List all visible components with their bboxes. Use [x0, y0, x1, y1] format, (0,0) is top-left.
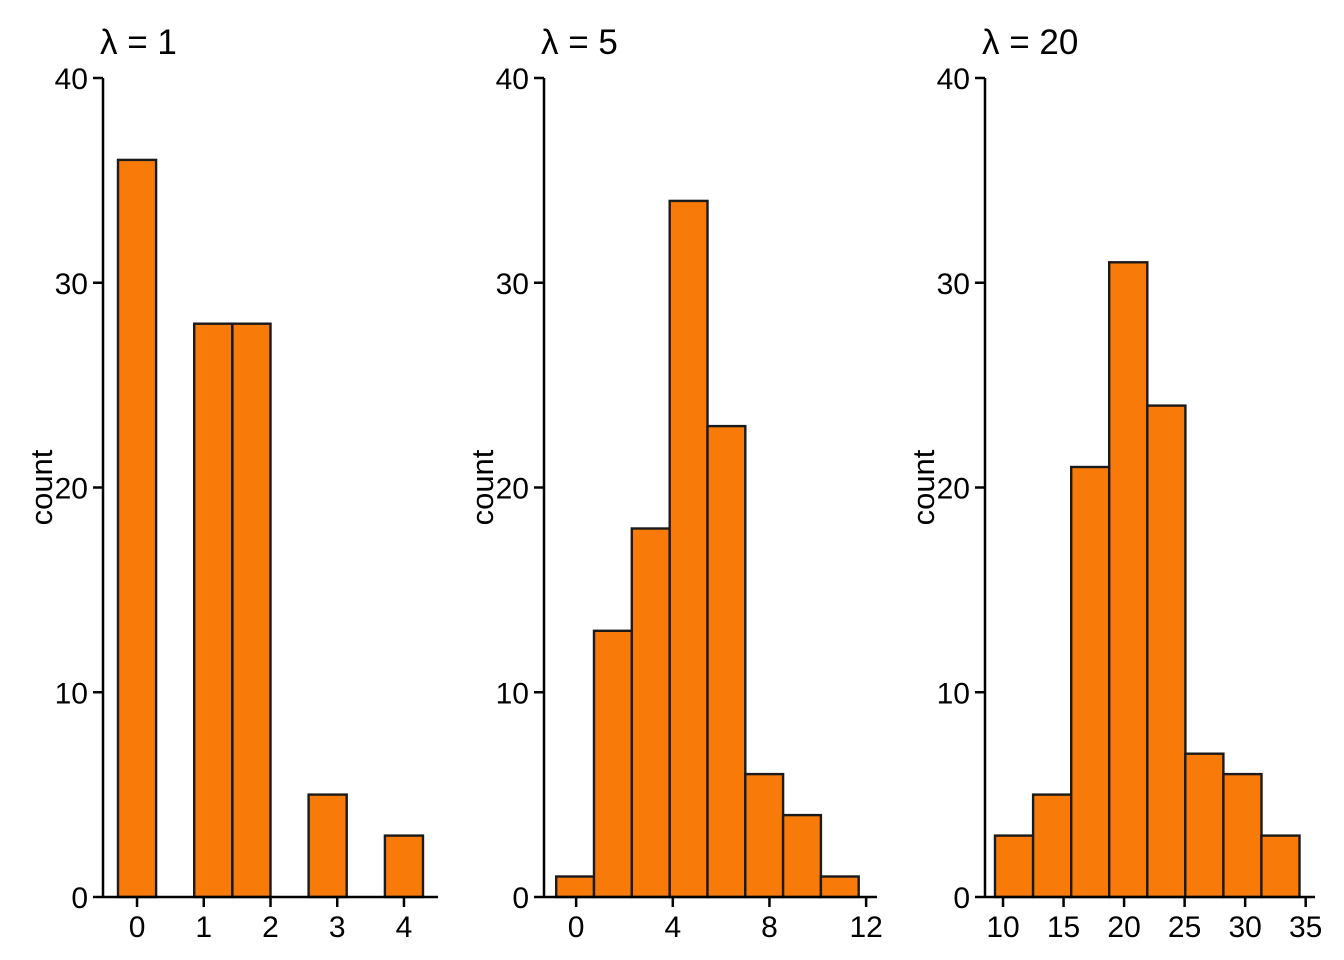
y-tick-label: 20: [937, 473, 970, 506]
histogram-bar: [1107, 261, 1149, 899]
x-tick-label: 0: [568, 911, 585, 944]
x-tick-label: 10: [986, 911, 1019, 944]
x-tick-label: 15: [1047, 911, 1080, 944]
histogram-bar: [706, 424, 747, 899]
y-tick-label: 40: [496, 63, 529, 96]
x-tick-label: 35: [1289, 911, 1322, 944]
y-tick-label: 20: [55, 473, 88, 506]
y-tick-label: 40: [55, 63, 88, 96]
histogram-bar: [1069, 465, 1111, 899]
y-tick-label: 10: [496, 677, 529, 710]
histogram-bar: [192, 322, 234, 899]
histogram-bar: [231, 322, 272, 899]
y-axis-title: count: [24, 449, 59, 525]
x-tick-label: 30: [1228, 911, 1261, 944]
x-tick-label: 2: [262, 911, 279, 944]
x-tick-label: 3: [329, 911, 346, 944]
x-tick-label: 1: [195, 911, 212, 944]
panel-title: λ = 20: [982, 23, 1078, 62]
histogram-bar: [383, 834, 425, 899]
y-tick-label: 0: [71, 882, 88, 915]
histogram-bar: [592, 629, 633, 899]
panel-title: λ = 1: [100, 23, 177, 62]
y-tick-label: 0: [953, 882, 970, 915]
histogram-bar: [744, 772, 785, 899]
x-tick-label: 25: [1168, 911, 1201, 944]
histogram-bar: [1031, 793, 1073, 899]
histogram-bar: [1222, 772, 1263, 899]
histogram-bar: [116, 158, 158, 899]
x-tick-label: 12: [849, 911, 882, 944]
x-tick-label: 0: [129, 911, 146, 944]
y-tick-label: 30: [55, 268, 88, 301]
x-tick-label: 4: [396, 911, 413, 944]
histogram-bar: [993, 834, 1035, 899]
histogram-bar: [819, 875, 860, 899]
histogram-bar: [781, 813, 823, 899]
histogram-bar: [630, 527, 671, 899]
x-tick-label: 4: [664, 911, 681, 944]
y-tick-label: 30: [937, 268, 970, 301]
histogram-bar: [668, 199, 709, 899]
y-tick-label: 10: [55, 677, 88, 710]
y-tick-label: 20: [496, 473, 529, 506]
y-axis-title: count: [906, 449, 941, 525]
histogram-bar: [1146, 404, 1187, 899]
histogram-bar: [1260, 834, 1301, 899]
y-tick-label: 10: [937, 677, 970, 710]
x-tick-label: 20: [1107, 911, 1140, 944]
y-axis-title: count: [465, 449, 500, 525]
histogram-bar: [307, 793, 348, 899]
y-tick-label: 30: [496, 268, 529, 301]
y-tick-label: 40: [937, 63, 970, 96]
y-tick-label: 0: [512, 882, 529, 915]
panel-title: λ = 5: [541, 23, 618, 62]
histogram-bar: [555, 875, 596, 899]
histogram-bar: [1184, 752, 1225, 899]
x-tick-label: 8: [761, 911, 778, 944]
